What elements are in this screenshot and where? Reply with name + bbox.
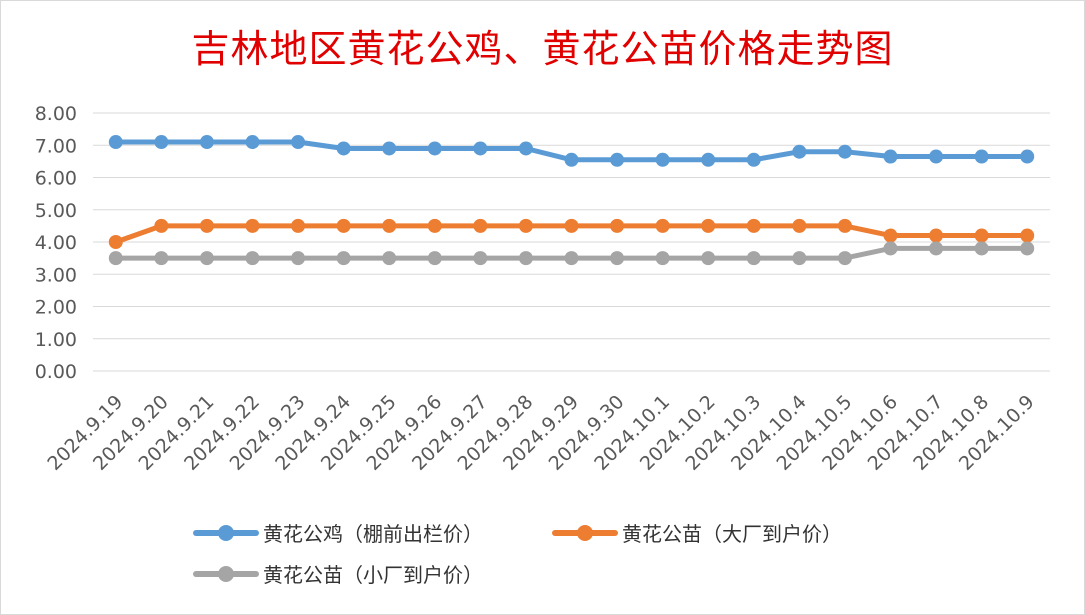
data-point (1020, 241, 1035, 256)
legend-swatch-series-1 (552, 522, 618, 544)
data-point (473, 141, 488, 156)
data-point (929, 241, 944, 256)
data-point (792, 251, 807, 266)
y-tick-label: 7.00 (35, 135, 77, 157)
data-point (701, 218, 716, 233)
data-point (792, 144, 807, 159)
y-tick-label: 4.00 (35, 232, 77, 254)
data-point (746, 251, 761, 266)
data-point (518, 251, 533, 266)
data-point (610, 152, 625, 167)
y-tick-label: 5.00 (35, 200, 77, 222)
data-point (199, 218, 214, 233)
data-point (883, 241, 898, 256)
data-point (564, 152, 579, 167)
data-point (473, 218, 488, 233)
data-point (245, 218, 260, 233)
data-point (655, 251, 670, 266)
chart-title: 吉林地区黄花公鸡、黄花公苗价格走势图 (191, 27, 894, 71)
data-point (336, 141, 351, 156)
data-point (427, 141, 442, 156)
data-point (382, 141, 397, 156)
data-point (974, 149, 989, 164)
y-tick-label: 3.00 (35, 264, 77, 286)
legend-label-series-0: 黄花公鸡（棚前出栏价） (263, 522, 483, 546)
data-point (883, 228, 898, 243)
legend-marker-series-2 (218, 565, 234, 582)
data-point (336, 251, 351, 266)
data-point (154, 135, 169, 150)
data-point (792, 218, 807, 233)
data-point (655, 152, 670, 167)
data-point (883, 149, 898, 164)
data-point (154, 251, 169, 266)
data-point (701, 251, 716, 266)
y-tick-label: 6.00 (35, 168, 77, 190)
data-point (382, 218, 397, 233)
data-point (929, 228, 944, 243)
data-point (427, 218, 442, 233)
data-point (1020, 228, 1035, 243)
data-point (701, 152, 716, 167)
data-point (245, 251, 260, 266)
y-tick-label: 0.00 (35, 361, 77, 383)
legend-label-series-2: 黄花公苗（小厂到户价） (263, 563, 483, 587)
data-point (382, 251, 397, 266)
data-point (291, 251, 306, 266)
data-point (291, 135, 306, 150)
data-point (746, 218, 761, 233)
data-point (746, 152, 761, 167)
legend-marker-series-1 (577, 524, 593, 541)
legend-swatch-series-0 (193, 522, 259, 544)
legend-label-series-1: 黄花公苗（大厂到户价） (622, 522, 842, 546)
data-point (199, 251, 214, 266)
data-point (929, 149, 944, 164)
data-point (837, 218, 852, 233)
y-tick-label: 1.00 (35, 329, 77, 351)
data-point (974, 241, 989, 256)
legend-item-series-0: 黄花公鸡（棚前出栏价） (193, 518, 483, 547)
data-point (291, 218, 306, 233)
data-point (108, 251, 123, 266)
legend-swatch-series-2 (193, 563, 259, 585)
data-point (108, 235, 123, 249)
data-point (564, 251, 579, 266)
legend-item-series-2: 黄花公苗（小厂到户价） (193, 559, 483, 588)
data-point (610, 251, 625, 266)
data-point (427, 251, 442, 266)
data-point (154, 218, 169, 233)
data-point (837, 251, 852, 266)
data-point (245, 135, 260, 150)
data-point (518, 218, 533, 233)
data-point (336, 218, 351, 233)
legend-item-series-1: 黄花公苗（大厂到户价） (552, 518, 842, 547)
data-point (518, 141, 533, 156)
data-point (199, 135, 214, 150)
data-point (108, 135, 123, 150)
data-point (655, 218, 670, 233)
legend-marker-series-0 (218, 524, 234, 541)
data-point (974, 228, 989, 243)
data-point (1020, 149, 1035, 164)
y-tick-label: 2.00 (35, 297, 77, 319)
y-tick-label: 8.00 (35, 103, 77, 125)
data-point (610, 218, 625, 233)
data-point (837, 144, 852, 159)
data-point (473, 251, 488, 266)
data-point (564, 218, 579, 233)
